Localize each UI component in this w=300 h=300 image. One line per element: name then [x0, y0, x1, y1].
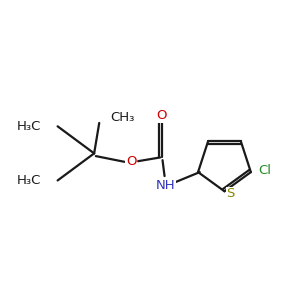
Text: O: O [126, 155, 136, 168]
Text: Cl: Cl [259, 164, 272, 177]
Text: O: O [157, 109, 167, 122]
Text: NH: NH [155, 179, 175, 192]
Text: H₃C: H₃C [16, 120, 41, 133]
Text: S: S [226, 188, 235, 200]
Text: H₃C: H₃C [16, 174, 41, 187]
Text: CH₃: CH₃ [110, 111, 135, 124]
